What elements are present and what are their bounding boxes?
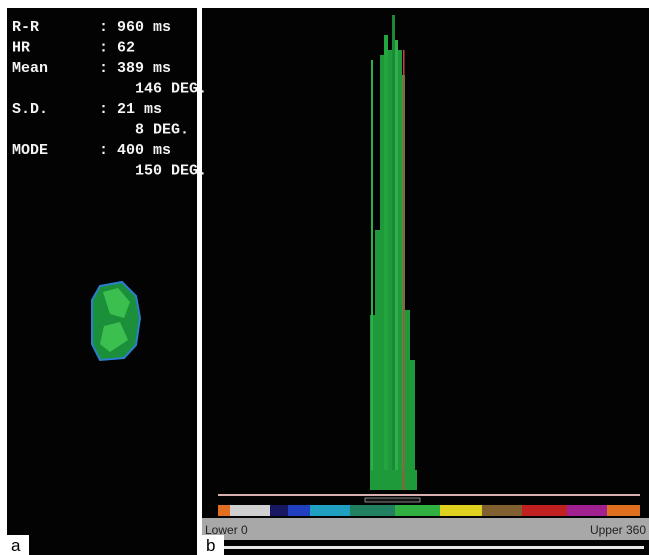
stat-separator: : <box>99 60 108 77</box>
screenshot: R-R:960 msHR:62Mean:389 ms146 DEG.S.D.:2… <box>0 0 649 555</box>
stat-extra: 146 DEG. <box>135 81 207 98</box>
stat-separator: : <box>99 101 108 118</box>
stat-name: MODE <box>12 142 48 159</box>
blob <box>92 282 140 360</box>
stat-value: 400 ms <box>117 142 171 159</box>
stat-value: 62 <box>117 40 135 57</box>
panel-b <box>202 8 649 555</box>
stat-name: HR <box>12 40 30 57</box>
stat-value: 21 ms <box>117 101 162 118</box>
stat-extra: 150 DEG. <box>135 163 207 180</box>
stat-value: 960 ms <box>117 19 171 36</box>
panel-label: a <box>11 536 21 555</box>
stat-separator: : <box>99 142 108 159</box>
lower-label: Lower 0 <box>205 523 248 537</box>
scroll-line <box>224 546 644 549</box>
stat-extra: 8 DEG. <box>135 122 189 139</box>
status-bar <box>202 518 649 540</box>
stat-value: 389 ms <box>117 60 171 77</box>
stat-name: R-R <box>12 19 39 36</box>
stat-separator: : <box>99 19 108 36</box>
upper-label: Upper 360 <box>590 523 646 537</box>
stat-name: S.D. <box>12 101 48 118</box>
stat-separator: : <box>99 40 108 57</box>
stat-name: Mean <box>12 60 48 77</box>
panel-label: b <box>206 536 215 555</box>
